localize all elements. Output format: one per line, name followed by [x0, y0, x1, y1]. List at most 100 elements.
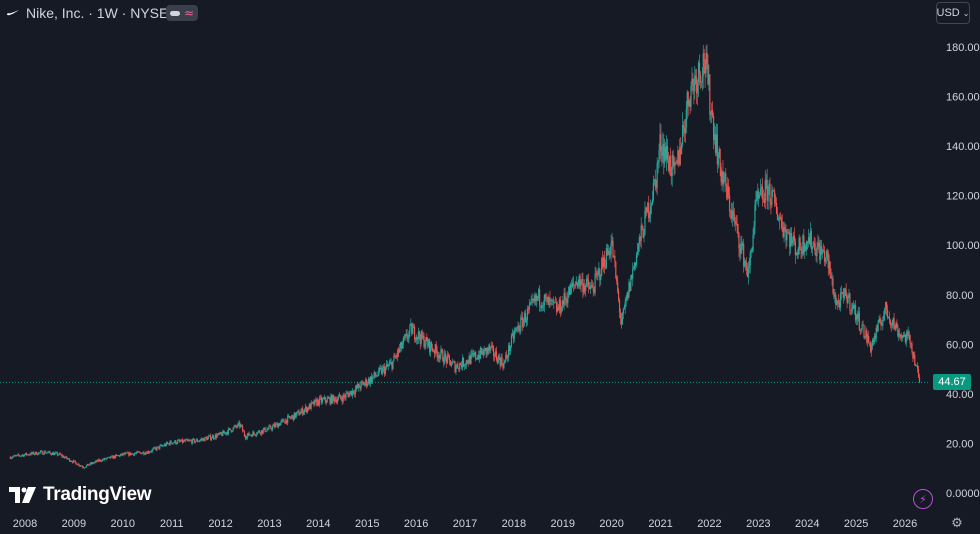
candle-body [882, 319, 884, 326]
candle-body [347, 393, 349, 394]
candle-body [272, 426, 274, 430]
candle-body [825, 251, 828, 258]
candle-body [697, 62, 700, 83]
candle-body [826, 251, 828, 253]
candle-body [787, 232, 789, 234]
candle-body [702, 53, 704, 77]
candle-body [392, 360, 394, 370]
candle-body [493, 355, 496, 357]
candle-body [821, 245, 823, 254]
candle-body [311, 402, 313, 404]
candle-body [790, 232, 792, 248]
candle-body [614, 256, 616, 262]
candle-body [647, 202, 649, 213]
candle-body [666, 146, 669, 160]
candle-body [520, 317, 522, 331]
candle-body [430, 342, 433, 348]
candle-body [67, 458, 69, 460]
candle-body [719, 148, 721, 168]
candle-body [555, 302, 557, 304]
candle-body [528, 305, 530, 310]
candle-body [595, 273, 597, 275]
x-tick-label: 2022 [697, 518, 721, 530]
candle-body [229, 428, 231, 431]
candle-body [839, 293, 842, 308]
candle-body [105, 458, 107, 460]
candle-body [300, 411, 302, 415]
candle-body [326, 398, 328, 403]
candle-body [522, 317, 524, 328]
candle-body [263, 427, 265, 430]
candle-body [729, 210, 732, 212]
symbol-title[interactable]: Nike, Inc. · 1W · NYSE [26, 5, 169, 21]
candle-body [715, 134, 718, 153]
candle-body [542, 305, 545, 307]
candle-body [791, 232, 793, 244]
candle-body [902, 335, 905, 337]
candle-body [401, 344, 403, 349]
candle-body [142, 452, 144, 454]
candle-body [510, 335, 513, 347]
candle-body [13, 455, 15, 457]
candle-body [656, 163, 658, 188]
candle-body [28, 454, 30, 456]
candle-body [202, 438, 204, 440]
candle-body [382, 367, 384, 374]
candle-body [478, 355, 481, 359]
candle-body [760, 186, 763, 189]
candle-body [486, 347, 488, 354]
candle-body [110, 456, 112, 459]
tradingview-logo[interactable]: TradingView [9, 484, 152, 506]
candle-body [96, 460, 98, 462]
candle-body [806, 241, 809, 243]
lightning-icon[interactable]: ⚡ [913, 489, 933, 509]
candle-body [169, 441, 171, 445]
candle-body [89, 462, 91, 465]
candle-body [603, 257, 606, 268]
candle-body [544, 295, 546, 298]
candle-body [230, 430, 232, 432]
candle-body [352, 390, 355, 394]
x-tick-label: 2014 [306, 518, 330, 530]
candle-body [183, 440, 185, 442]
candle-body [324, 397, 326, 402]
candle-body [14, 455, 16, 457]
candle-body [310, 402, 312, 409]
candle-body [164, 444, 167, 446]
candle-body [341, 399, 343, 402]
y-tick-label: 160.00 [946, 92, 980, 104]
candle-body [88, 464, 90, 466]
candle-body [807, 236, 810, 243]
currency-button[interactable]: USD ⌄ [936, 2, 970, 24]
candle-body [568, 286, 570, 298]
candle-body [899, 333, 901, 335]
x-tick-label: 2016 [404, 518, 428, 530]
gear-icon[interactable]: ⚙ [951, 515, 963, 531]
candle-body [340, 397, 342, 400]
candle-body [249, 434, 251, 436]
candle-body [889, 319, 891, 324]
candle-body [412, 327, 414, 335]
candle-body [496, 359, 498, 364]
candle-body [18, 454, 20, 456]
candle-body [762, 198, 765, 200]
candle-body [495, 351, 498, 360]
candle-body [894, 325, 896, 330]
candle-body [427, 341, 429, 347]
candle-body [291, 415, 293, 417]
candle-body [389, 362, 391, 364]
candle-body [117, 455, 120, 457]
candle-body [562, 301, 564, 305]
status-pills[interactable]: ≈ [166, 5, 199, 21]
candle-body [37, 452, 40, 455]
candle-body [587, 280, 590, 287]
candle-body [135, 452, 137, 454]
candle-body [274, 424, 277, 427]
candle-body [146, 452, 148, 454]
candle-body [779, 217, 781, 219]
candle-body [127, 452, 129, 454]
candle-body [663, 144, 665, 163]
candle-body [76, 464, 78, 466]
candle-body [268, 426, 270, 429]
